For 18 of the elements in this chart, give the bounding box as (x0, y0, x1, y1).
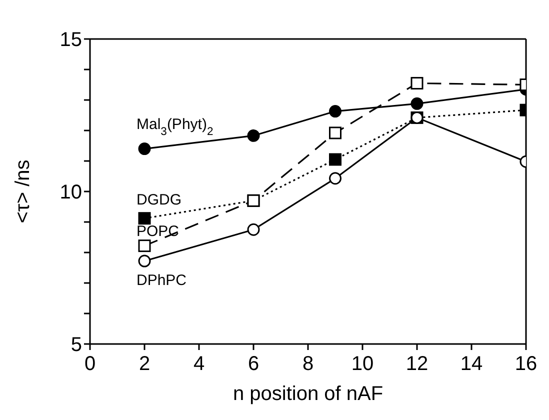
series-label: POPC (136, 222, 180, 240)
series-label: DPhPC (136, 272, 187, 290)
x-tick-label: 12 (406, 353, 428, 375)
x-tick-label: 0 (84, 353, 96, 375)
x-axis-title: n position of nAF (232, 383, 384, 405)
x-tick-label: 10 (351, 353, 374, 375)
x-tick-label: 16 (514, 353, 538, 375)
y-axis-title: <τ> /ns (12, 160, 34, 224)
y-tick-label: 15 (60, 29, 82, 52)
series-label: Mal$_{3}$(Phyt)$_{2}$ (136, 116, 214, 138)
x-tick-label: 2 (138, 353, 150, 375)
y-tick-label: 10 (60, 182, 82, 204)
series-label: DGDG (136, 191, 182, 208)
x-tick-label: 4 (193, 353, 205, 375)
x-tick-label: 14 (460, 353, 483, 375)
x-tick-label: 6 (248, 353, 260, 375)
y-tick-label: 5 (70, 334, 82, 356)
x-tick-label: 8 (302, 353, 314, 375)
